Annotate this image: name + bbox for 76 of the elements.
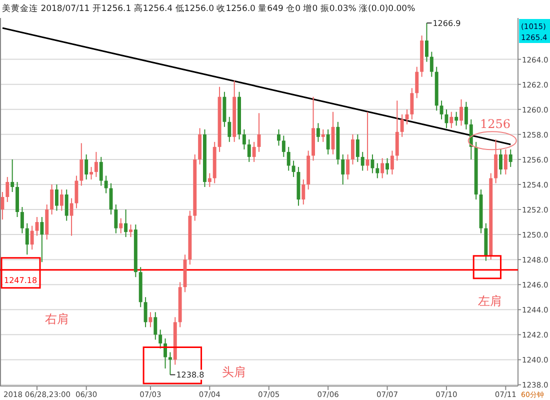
candlestick [380,158,384,179]
candlestick [154,312,158,340]
candlestick [94,151,98,178]
candlestick [129,224,132,238]
candlestick [80,142,84,186]
candlestick [64,188,68,222]
candlestick [376,162,380,179]
annotation: 1266.9 [432,19,461,28]
candlestick [20,206,24,234]
candlestick [326,128,330,155]
candlestick [104,175,108,194]
candlestick [228,116,232,142]
candlestick [390,150,394,175]
candlestick [425,22,428,62]
candlestick [316,122,320,142]
candlestick [400,114,404,138]
candlestick [430,51,434,78]
candlestick [124,209,128,238]
candlestick [292,160,296,178]
candlestick [242,128,246,150]
annotation: 头肩 [222,365,246,379]
candlestick [148,312,152,328]
candlestick [499,148,502,175]
candlestick [346,154,350,180]
candlestick [168,352,172,376]
candlestick [114,204,118,234]
candlestick [10,158,14,192]
candlestick [30,225,34,250]
candlestick [450,111,454,129]
candlestick [286,146,290,172]
candlestick [40,216,44,263]
candlestick [464,101,468,130]
candlestick [440,100,444,120]
candlestick [321,128,325,142]
candlestick [55,184,58,212]
candlestick [341,154,345,185]
candlestick [366,111,370,172]
candlestick [158,329,162,349]
candlestick [454,111,458,126]
title: 美黄金连 2018/07/11 开1256.1 高1256.4 低1256.0 收1256.0 量649 仓0 增0 振0.03% 涨(0.0)0.00% [2,4,416,14]
candlestick [302,178,306,206]
annotation: 右肩 [45,312,69,326]
candlestick [90,166,93,180]
candlestick [84,154,88,180]
candlestick [370,154,374,174]
candlestick [504,148,508,175]
annotation: 1256 [480,117,511,131]
candlestick [25,222,29,256]
candlestick [351,134,354,165]
candlestick [0,191,4,220]
candlestick [410,88,414,120]
ref-line-label: 1247.18 [4,276,38,285]
candlestick [415,66,419,99]
candlestick [208,172,212,188]
candlestick [119,218,123,234]
candlestick [444,108,448,129]
candlestick [460,98,463,126]
candlestick [360,151,364,172]
candlestick [70,198,74,236]
candlestick [277,128,280,146]
candlestick [50,184,54,216]
candlestick [508,148,512,168]
annotation: 1238.8 [176,370,204,380]
candlestick [6,176,10,202]
candlestick [99,156,103,186]
candlestick [144,296,148,328]
candlestick [356,134,360,162]
candlestick [60,188,64,212]
candlestick [386,158,389,175]
annotation: 左肩 [478,294,502,308]
candlestick [395,100,399,162]
candlestick [74,175,78,209]
candlestick [247,138,251,162]
candlestick [252,141,256,162]
candlestick [282,135,286,158]
candlestick [494,138,498,184]
